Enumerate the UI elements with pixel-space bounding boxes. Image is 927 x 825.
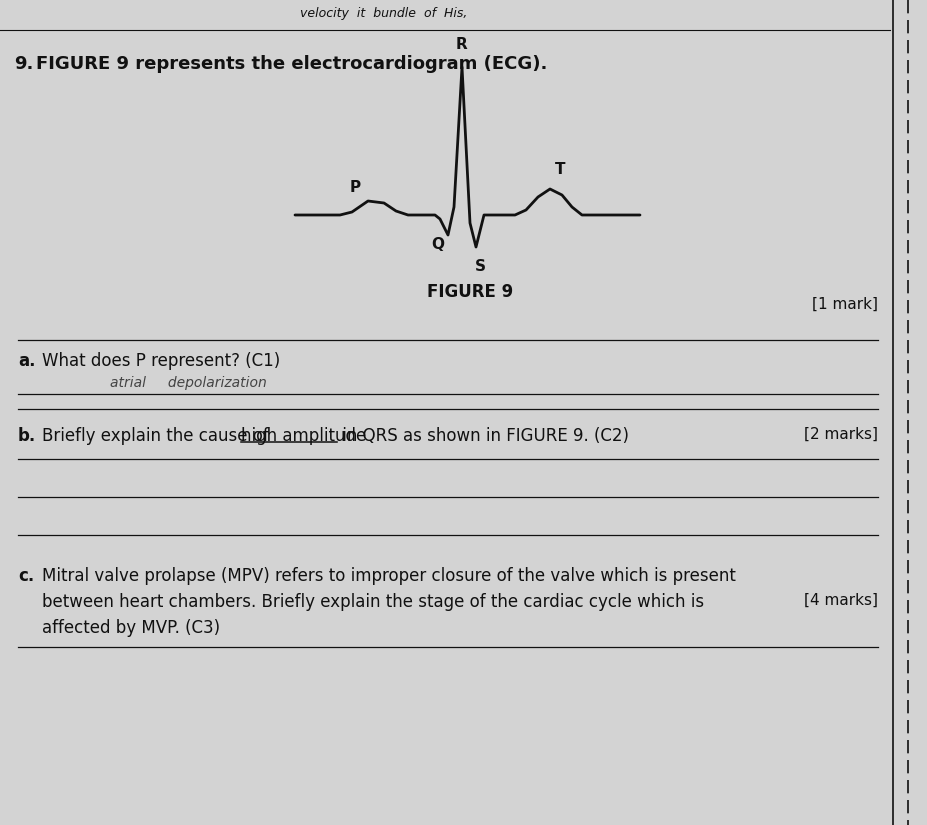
Text: [4 marks]: [4 marks] (803, 593, 877, 608)
Text: R: R (456, 37, 467, 52)
Text: P: P (349, 180, 361, 195)
Text: FIGURE 9 represents the electrocardiogram (ECG).: FIGURE 9 represents the electrocardiogra… (36, 55, 547, 73)
Text: [2 marks]: [2 marks] (803, 427, 877, 442)
Text: What does P represent? (C1): What does P represent? (C1) (42, 352, 280, 370)
Text: FIGURE 9: FIGURE 9 (426, 283, 513, 301)
Text: velocity  it  bundle  of  His,: velocity it bundle of His, (299, 7, 467, 21)
Text: a.: a. (18, 352, 35, 370)
Text: in QRS as shown in FIGURE 9. (C2): in QRS as shown in FIGURE 9. (C2) (337, 427, 628, 445)
Text: atrial     depolarization: atrial depolarization (110, 376, 266, 390)
Text: Q: Q (430, 237, 443, 252)
Text: between heart chambers. Briefly explain the stage of the cardiac cycle which is: between heart chambers. Briefly explain … (42, 593, 704, 611)
Text: c.: c. (18, 567, 34, 585)
Text: affected by MVP. (C3): affected by MVP. (C3) (42, 619, 220, 637)
Text: b.: b. (18, 427, 36, 445)
Text: T: T (554, 162, 565, 177)
Text: Mitral valve prolapse (MPV) refers to improper closure of the valve which is pre: Mitral valve prolapse (MPV) refers to im… (42, 567, 735, 585)
Text: [1 mark]: [1 mark] (811, 297, 877, 312)
Text: high amplitude: high amplitude (240, 427, 365, 445)
Text: 9.: 9. (14, 55, 33, 73)
Text: S: S (474, 259, 485, 274)
Text: Briefly explain the cause of: Briefly explain the cause of (42, 427, 273, 445)
